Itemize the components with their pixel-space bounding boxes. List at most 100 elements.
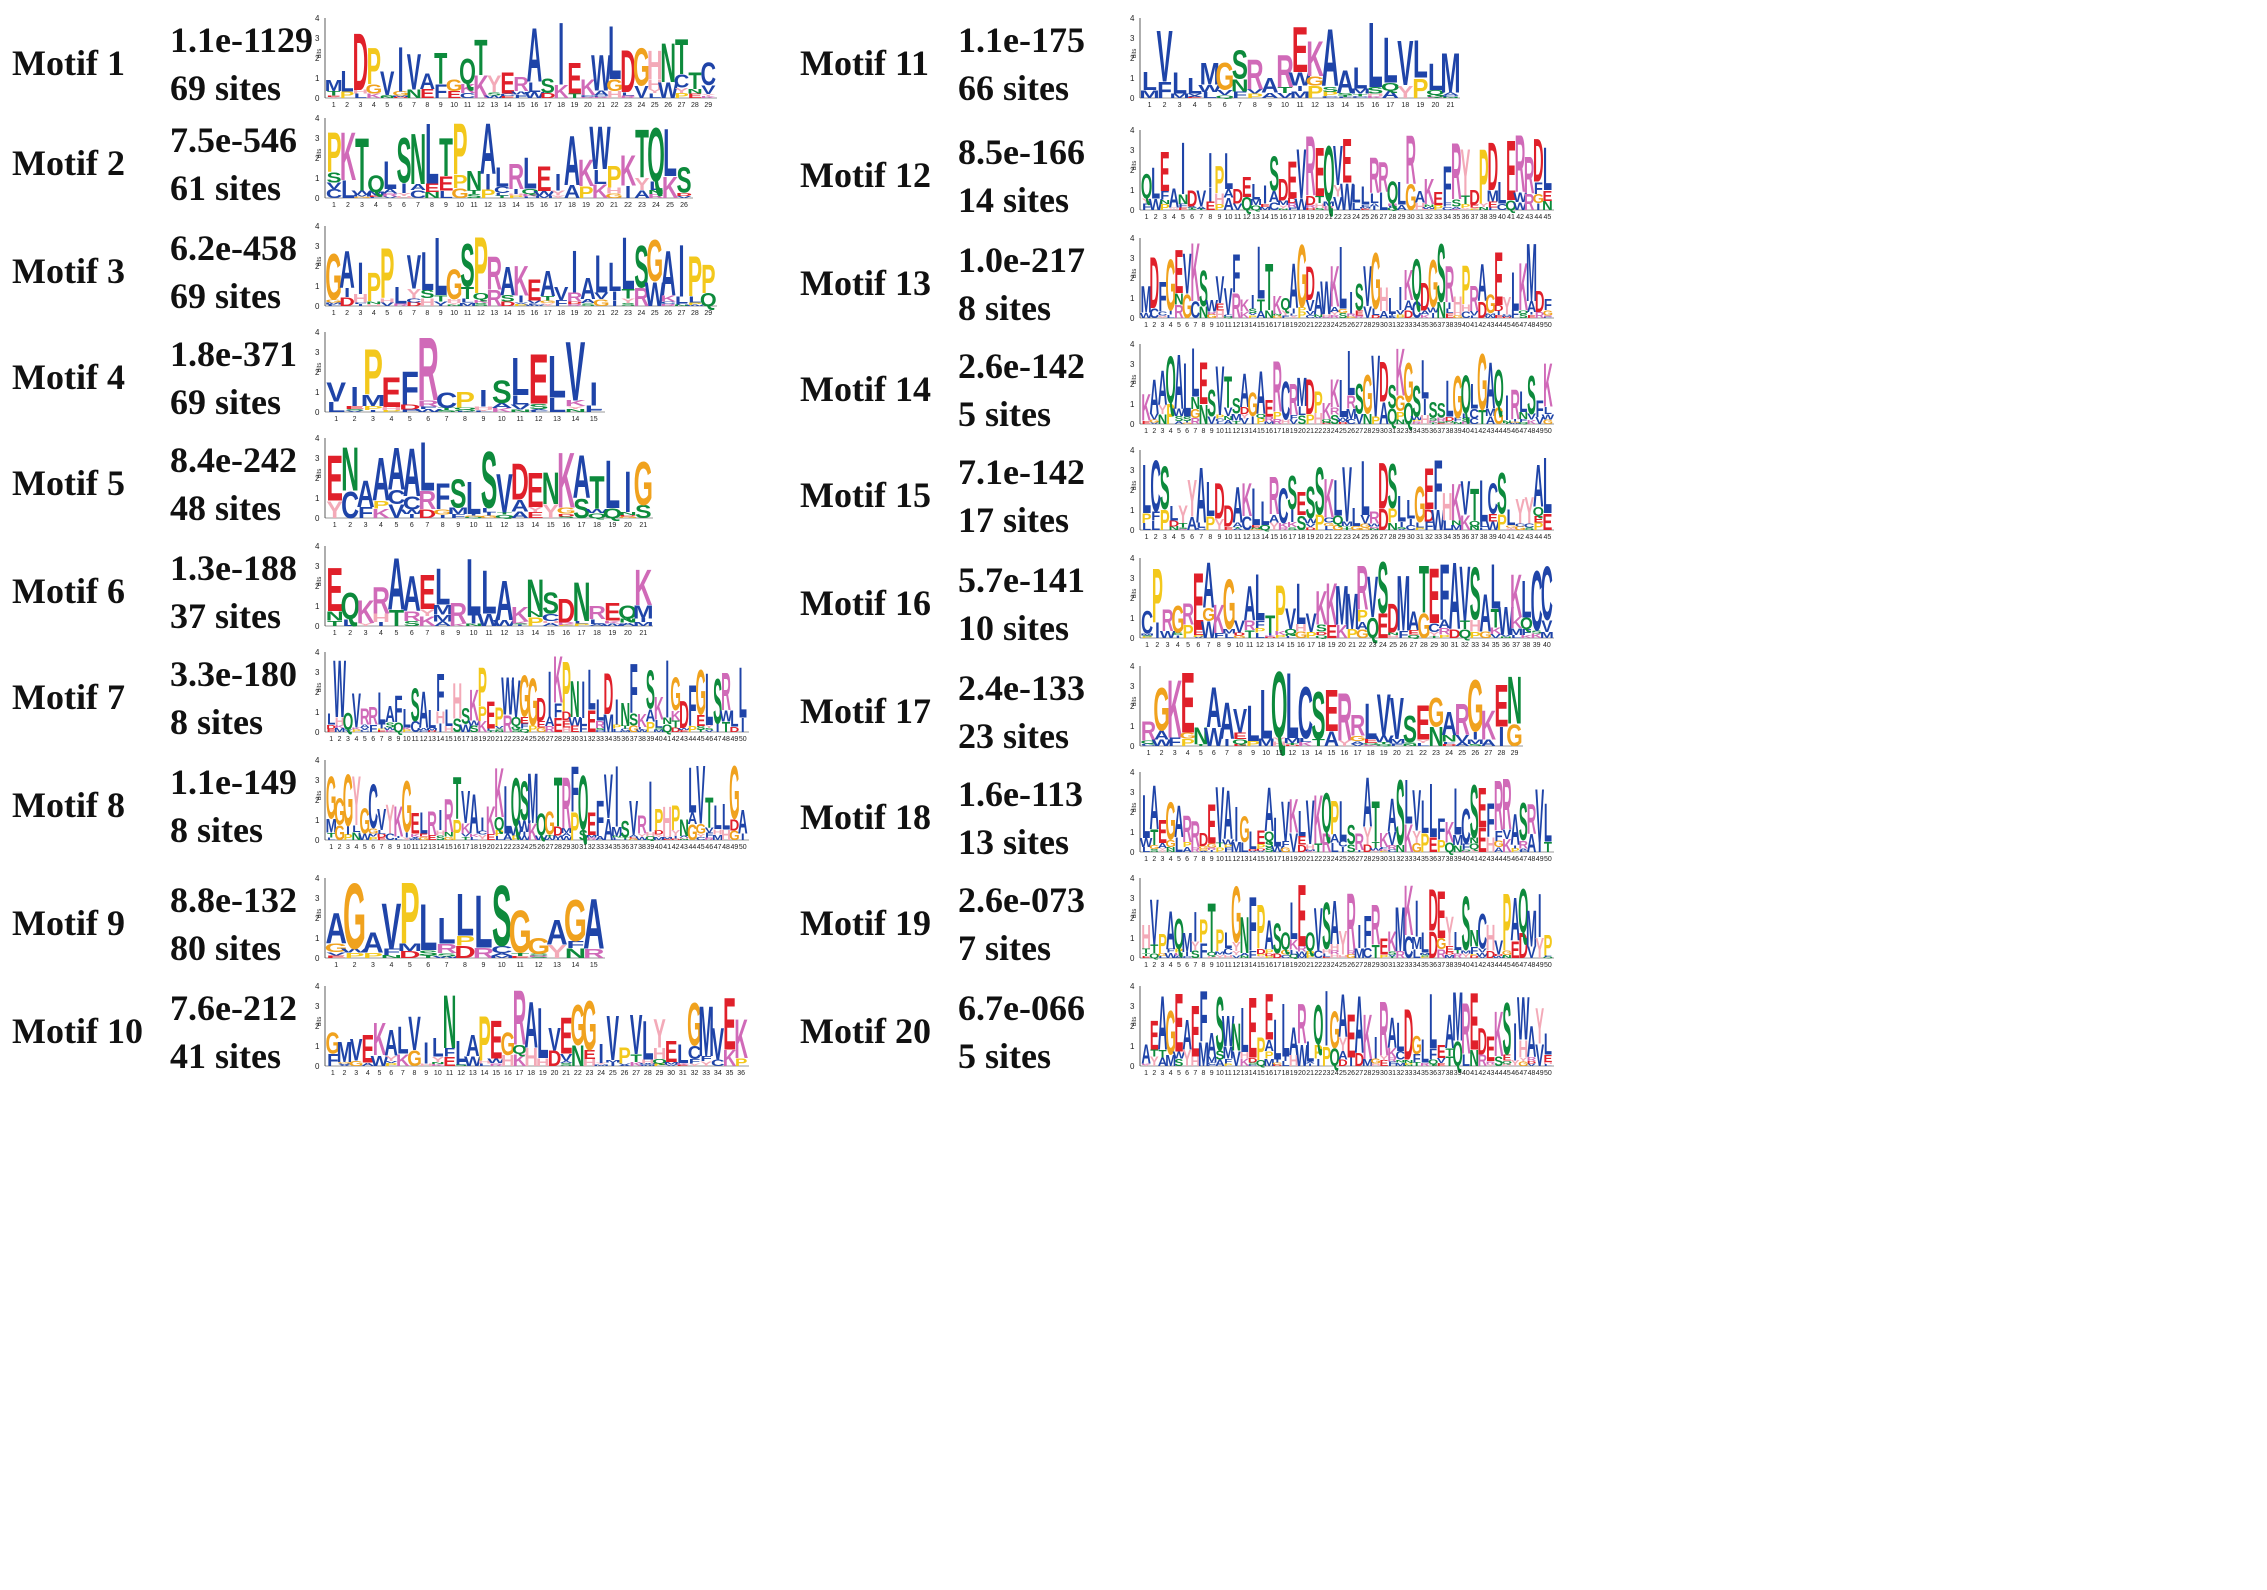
logo-letter: H — [1387, 634, 1399, 639]
x-tick-label: 48 — [1528, 428, 1536, 435]
logo-letter: C — [1321, 96, 1339, 99]
logo-letter: K — [1289, 790, 1299, 843]
logo-letter: H — [1366, 93, 1384, 97]
logo-letter: C — [1478, 903, 1488, 959]
logo-letter: W — [1542, 413, 1556, 421]
logo-letter: T — [1353, 93, 1368, 97]
x-tick-label: 17 — [1273, 856, 1281, 863]
x-tick-label: 1 — [333, 522, 337, 529]
logo-letter: R — [1207, 311, 1217, 315]
logo-letter: E — [1355, 309, 1364, 317]
logo-letter: W — [1513, 190, 1527, 206]
x-tick-label: 1 — [1144, 1070, 1148, 1077]
sequence-logo: 43210bitsETTH1QTV2LGP3WFA4AKPQ5CIM6SYI7F… — [1130, 872, 1554, 969]
logo-letter: K — [1366, 96, 1384, 99]
logo-letter: F — [1470, 944, 1478, 956]
x-tick-label: 17 — [554, 202, 562, 209]
motif-evalue: 1.8e-371 — [170, 334, 297, 374]
logo-letter: L — [1273, 1007, 1281, 1072]
x-tick-label: 2 — [1152, 962, 1156, 969]
logo-letter: Y — [1511, 1060, 1521, 1069]
x-tick-label: 8 — [463, 416, 467, 423]
logo-letter: P — [688, 302, 702, 306]
logo-letter: R — [1412, 421, 1422, 425]
logo-letter: P — [1306, 412, 1315, 428]
logo-letter: G — [1233, 635, 1246, 639]
logo-letter: D — [339, 295, 355, 309]
logo-letter: L — [1197, 522, 1206, 529]
logo-letter: I — [572, 238, 578, 306]
logo-letter: A — [1223, 776, 1233, 854]
logo-letter: P — [1256, 843, 1265, 851]
x-tick-label: 46 — [1511, 428, 1519, 435]
logo-letter: L — [466, 541, 481, 633]
motif-stats: 2.6e-142 5 sites — [958, 342, 1085, 438]
logo-letter: T — [722, 719, 731, 736]
x-tick-label: 10 — [470, 630, 478, 637]
y-tick-label: 1 — [315, 494, 320, 503]
x-tick-label: 36 — [621, 736, 629, 743]
logo-letter: V — [618, 1063, 631, 1065]
logo-letter: L — [1361, 183, 1370, 211]
logo-letter: L — [1299, 738, 1312, 744]
logo-letter: D — [1273, 1064, 1283, 1066]
logo-letter: G — [564, 888, 587, 954]
logo-letter: L — [655, 718, 664, 731]
logo-letter: V — [1215, 270, 1224, 313]
logo-letter: H — [372, 612, 390, 626]
logo-letter: C — [542, 612, 560, 623]
logo-letter: A — [527, 12, 543, 98]
logo-letter: M — [1200, 56, 1220, 92]
logo-letter: Y — [1142, 1064, 1152, 1066]
logo-letter: W — [417, 727, 431, 730]
x-tick-label: 32 — [1396, 1070, 1404, 1077]
logo-letter: P — [1256, 417, 1266, 426]
logo-letter: Y — [326, 97, 340, 99]
x-tick-label: 23 — [586, 1070, 594, 1077]
logo-letter: V — [1285, 603, 1296, 636]
logo-letter: W — [560, 836, 573, 842]
logo-letter: P — [385, 1062, 398, 1066]
logo-letter: S — [560, 1062, 573, 1067]
logo-letter: C — [1541, 552, 1553, 636]
logo-letter: T — [1413, 1062, 1422, 1068]
logo-letter: G — [1338, 308, 1348, 314]
logo-letter: Q — [519, 728, 530, 733]
logo-letter: Q — [1241, 195, 1253, 215]
logo-letter: K — [1174, 952, 1184, 956]
x-tick-label: 14 — [437, 736, 445, 743]
logo-letter: C — [360, 729, 370, 733]
logo-letter: F — [689, 1058, 701, 1065]
logo-letter: T — [1245, 628, 1255, 641]
x-tick-label: 8 — [1202, 1070, 1206, 1077]
x-tick-label: 28 — [554, 844, 562, 851]
logo-letter: E — [587, 705, 596, 740]
logo-letter: Y — [701, 94, 715, 97]
logo-letter: W — [1431, 505, 1445, 536]
logo-letter: D — [629, 837, 639, 839]
x-tick-label: 3 — [371, 416, 375, 423]
logo-letter: W — [459, 722, 472, 734]
logo-letter: L — [394, 838, 402, 841]
logo-letter: I — [1374, 1031, 1378, 1066]
logo-letter: I — [439, 804, 443, 836]
y-tick-label: 4 — [315, 328, 320, 337]
y-tick-label: 2 — [315, 796, 320, 805]
logo-letter: V — [1233, 701, 1247, 739]
x-tick-label: 6 — [410, 522, 414, 529]
x-tick-label: 6 — [399, 102, 403, 109]
x-tick-label: 18 — [1298, 534, 1306, 541]
logo-letter: S — [1183, 416, 1192, 423]
logo-letter: M — [1362, 1058, 1373, 1069]
x-tick-label: 39 — [1454, 1070, 1462, 1077]
x-tick-label: 19 — [1307, 214, 1315, 221]
logo-letter: L — [1281, 987, 1289, 1073]
x-tick-label: 49 — [1536, 1070, 1544, 1077]
logo-letter: W — [543, 837, 557, 841]
logo-letter: C — [419, 730, 429, 733]
logo-letter: Q — [472, 291, 489, 302]
x-tick-label: 1 — [1147, 750, 1151, 757]
logo-letter: G — [1356, 628, 1369, 641]
x-tick-label: 13 — [1241, 1070, 1249, 1077]
logo-letter: T — [541, 295, 555, 302]
